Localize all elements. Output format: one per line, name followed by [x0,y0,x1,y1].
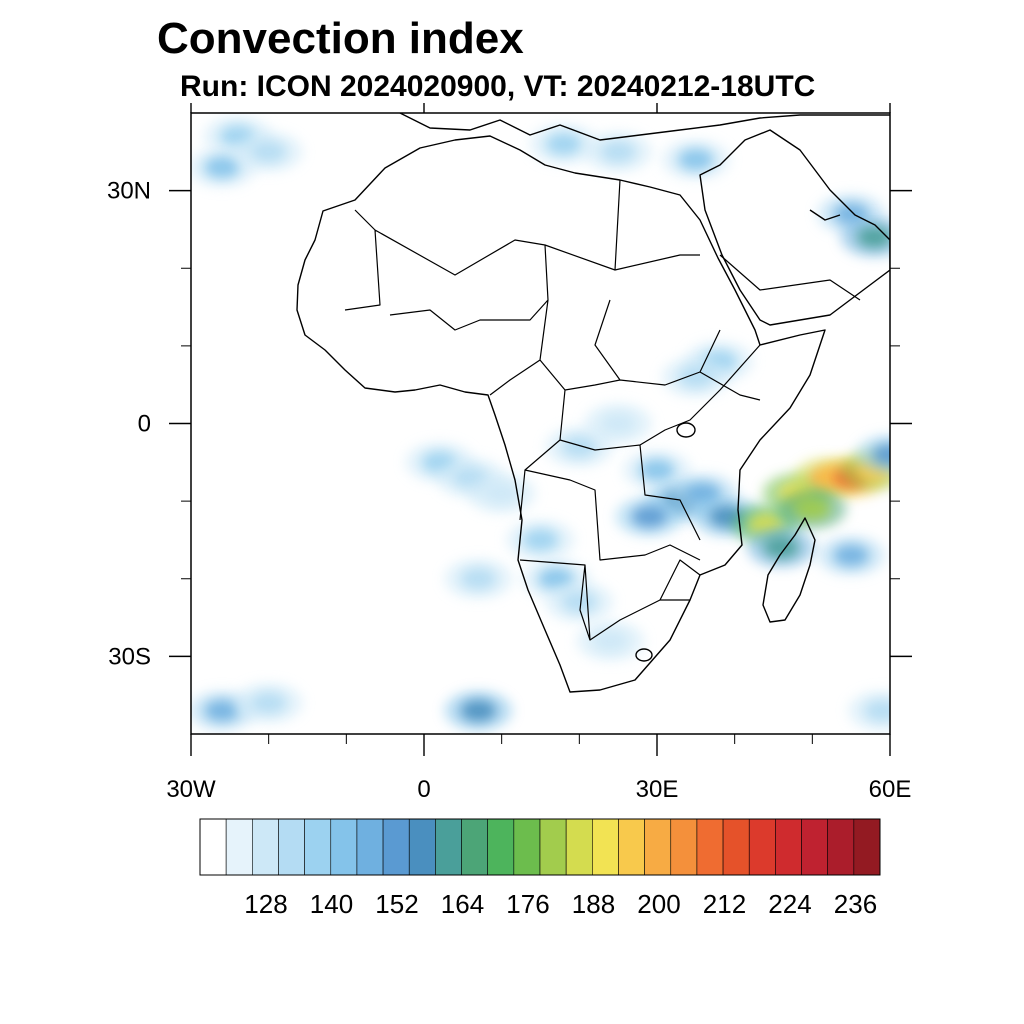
convection-patch [600,140,637,163]
colorbar-label: 176 [506,889,549,919]
colorbar-swatch [592,818,619,876]
x-tick-label: 30W [166,776,216,803]
figure-subtitle: Run: ICON 2024020900, VT: 20240212-18UTC [180,70,816,103]
convection-patch [872,443,890,466]
colorbar-swatch [748,818,776,876]
colorbar-swatch [304,818,332,876]
convection-patch [545,133,582,156]
convection-patch [864,699,890,722]
lesotho-outline [635,648,653,662]
convection-patch [460,567,497,590]
colorbar-swatch [252,818,279,876]
colorbar-swatch [670,818,698,876]
figure-title: Convection index [157,14,524,63]
colorbar-swatch [278,818,305,876]
colorbar: 128 140 152 164 176 188 200 212 224 236 [199,818,881,919]
convection-patch [460,699,497,722]
madagascar-coastline [762,517,816,623]
colorbar-label: 236 [834,889,877,919]
x-tick-label: 0 [417,776,430,803]
convection-patch [250,691,287,714]
colorbar-label: 140 [310,889,353,919]
colorbar-swatch [853,818,881,876]
colorbar-swatch [618,818,645,876]
colorbar-swatch [801,818,828,876]
colorbar-swatch [435,818,462,876]
country-borders [344,179,861,641]
colorbar-swatch [539,818,567,876]
colorbar-label: 200 [637,889,680,919]
convection-patch [639,459,675,482]
colorbar-label: 212 [703,889,746,919]
colorbar-swatch [775,818,802,876]
convection-patch [833,544,870,567]
convection-patch [561,591,598,614]
convection-patch [522,528,559,551]
convection-patch [677,365,714,388]
colorbar-swatch [330,818,358,876]
x-tick-label: 30E [636,776,679,803]
coastlines-borders [296,113,890,693]
lake-victoria [676,422,696,438]
colorbar-swatch [722,818,750,876]
arabia-coastline [699,129,890,326]
convection-patch [794,497,831,520]
colorbar-swatch [565,818,593,876]
convection-field [191,116,890,731]
africa-coastline [296,135,826,693]
colorbar-label: 188 [572,889,615,919]
x-axis: 30W 0 30E 60E [166,103,911,803]
convection-patch [763,536,800,559]
colorbar-swatch [644,818,672,876]
colorbar-label: 128 [244,889,287,919]
colorbar-swatch [696,818,724,876]
colorbar-label: 164 [441,889,484,919]
colorbar-swatch [513,818,541,876]
colorbar-frame [199,818,881,876]
convection-patch [600,412,637,435]
map-background [191,113,890,734]
colorbar-swatch [487,818,515,876]
convection-patch [483,482,520,505]
colorbar-label: 152 [375,889,418,919]
y-tick-label: 0 [138,411,151,438]
convection-patch [677,148,714,171]
y-tick-label: 30S [108,643,151,670]
convection-patch [204,699,241,722]
colorbar-swatch [827,818,855,876]
colorbar-swatch [408,818,436,876]
convection-patch [631,505,668,528]
x-tick-label: 60E [869,776,912,803]
convection-patch [204,156,241,179]
convection-patch [561,435,598,458]
europe-coastline [399,113,890,141]
colorbar-swatch [356,818,384,876]
y-axis: 30N 0 30S [107,178,912,670]
colorbar-label: 224 [768,889,811,919]
colorbar-swatch [461,818,488,876]
colorbar-swatch [225,818,253,876]
convection-patch [250,140,287,163]
colorbar-swatch [199,818,227,876]
convection-patch [592,629,629,652]
colorbar-swatch [382,818,410,876]
gulf-coast [809,209,841,221]
y-tick-label: 30N [107,178,151,205]
